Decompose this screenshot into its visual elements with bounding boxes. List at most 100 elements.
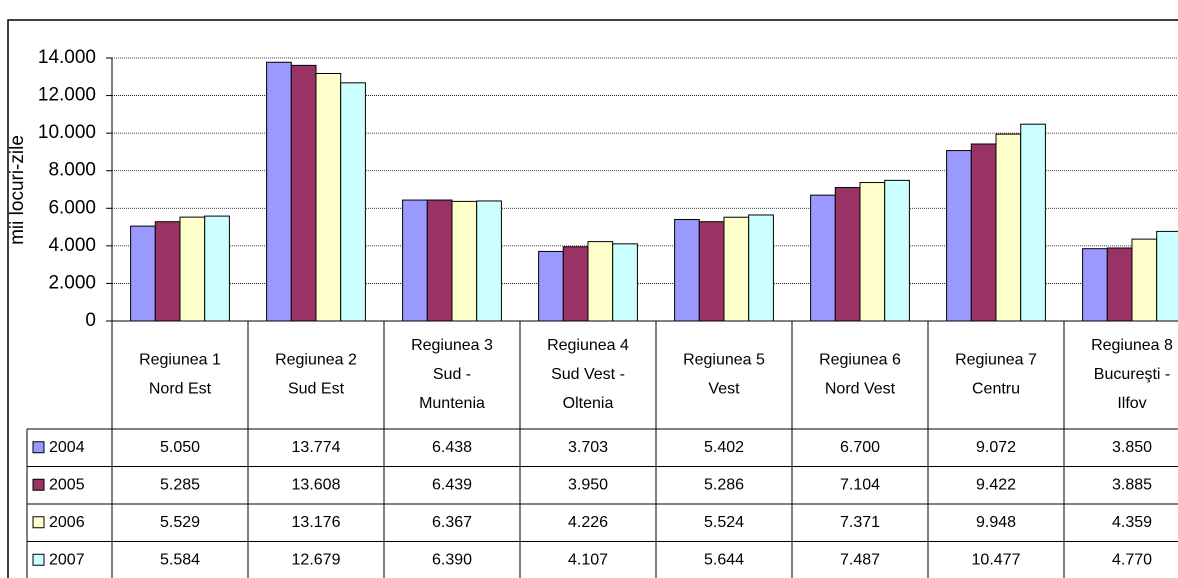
- bar: [179, 216, 206, 322]
- bar: [1082, 248, 1108, 322]
- y-tick-label: 2.000: [48, 272, 96, 293]
- table-value: 9.948: [976, 514, 1016, 531]
- bar: [612, 243, 638, 322]
- bar: [723, 216, 750, 322]
- table-value: 4.107: [568, 551, 608, 568]
- category-label: Vest: [708, 381, 740, 398]
- y-tick-label: 6.000: [48, 197, 96, 218]
- y-axis-label: mii locuri-zile: [7, 135, 28, 245]
- legend-label: 2005: [49, 476, 85, 493]
- bar: [587, 241, 614, 322]
- table-value: 13.608: [292, 476, 341, 493]
- bar: [315, 72, 342, 322]
- legend-swatch: [32, 478, 45, 491]
- table-value: 3.703: [568, 439, 608, 456]
- table-value: 13.176: [292, 514, 341, 531]
- y-tick-label: 4.000: [48, 235, 96, 256]
- bar: [204, 215, 230, 322]
- bar: [748, 214, 774, 322]
- table-value: 7.104: [840, 476, 880, 493]
- category-label: Nord Est: [149, 381, 212, 398]
- bar: [402, 199, 428, 322]
- table-value: 6.438: [432, 439, 472, 456]
- table-value: 7.371: [840, 514, 880, 531]
- bar: [1020, 123, 1046, 322]
- bar: [1131, 238, 1158, 322]
- table-value: 12.679: [292, 551, 341, 568]
- table-value: 7.487: [840, 551, 880, 568]
- table-value: 5.285: [160, 476, 200, 493]
- category-label: Regiunea 3: [411, 337, 493, 354]
- bar: [562, 246, 589, 322]
- category-label: Bucureşti -: [1094, 366, 1170, 383]
- category-label: Sud Est: [288, 381, 345, 398]
- bar: [884, 179, 910, 322]
- table-value: 5.584: [160, 551, 200, 568]
- table-value: 5.644: [704, 551, 744, 568]
- bar: [130, 225, 156, 322]
- category-label: Regiunea 8: [1091, 337, 1173, 354]
- y-tick-label: 8.000: [48, 160, 96, 181]
- bar: [1156, 230, 1178, 322]
- category-label: Centru: [972, 381, 1020, 398]
- table-value: 6.700: [840, 439, 880, 456]
- legend-swatch: [32, 516, 45, 529]
- bar: [290, 64, 317, 322]
- bar: [451, 200, 478, 322]
- category-label: Regiunea 2: [275, 352, 357, 369]
- bar: [154, 221, 181, 322]
- category-label: Sud -: [433, 366, 471, 383]
- category-label: Sud Vest -: [551, 366, 625, 383]
- table-value: 10.477: [972, 551, 1021, 568]
- y-tick-label: 10.000: [38, 122, 96, 143]
- legend-swatch: [32, 553, 45, 566]
- y-tick-label: 12.000: [38, 85, 96, 106]
- bar: [1106, 247, 1133, 322]
- chart-border: [7, 19, 1178, 578]
- category-label: Nord Vest: [825, 381, 896, 398]
- bar: [946, 150, 972, 322]
- table-value: 6.390: [432, 551, 472, 568]
- table-value: 4.226: [568, 514, 608, 531]
- table-value: 9.422: [976, 476, 1016, 493]
- bar: [538, 250, 564, 322]
- table-value: 5.529: [160, 514, 200, 531]
- category-label: Regiunea 6: [819, 352, 901, 369]
- category-label: Regiunea 5: [683, 352, 765, 369]
- table-value: 3.885: [1112, 476, 1152, 493]
- table-value: 9.072: [976, 439, 1016, 456]
- bar: [810, 194, 836, 322]
- table-value: 3.850: [1112, 439, 1152, 456]
- bar: [266, 61, 292, 322]
- category-label: Oltenia: [563, 395, 614, 412]
- legend-label: 2004: [49, 439, 85, 456]
- table-value: 4.359: [1112, 514, 1152, 531]
- table-value: 6.367: [432, 514, 472, 531]
- legend-label: 2006: [49, 514, 85, 531]
- table-value: 5.050: [160, 439, 200, 456]
- legend-label: 2007: [49, 551, 85, 568]
- y-tick-label: 0: [85, 310, 96, 331]
- bar: [674, 219, 700, 322]
- bar: [426, 199, 453, 322]
- table-value: 5.524: [704, 514, 744, 531]
- table-value: 5.402: [704, 439, 744, 456]
- category-label: Ilfov: [1117, 395, 1146, 412]
- bar: [995, 133, 1022, 322]
- category-label: Regiunea 4: [547, 337, 629, 354]
- category-label: Regiunea 7: [955, 352, 1037, 369]
- table-value: 4.770: [1112, 551, 1152, 568]
- category-label: Muntenia: [419, 395, 485, 412]
- table-value: 3.950: [568, 476, 608, 493]
- bar: [859, 182, 886, 322]
- bar: [834, 187, 861, 322]
- bar: [970, 143, 997, 322]
- category-label: Regiunea 1: [139, 352, 221, 369]
- legend-swatch: [32, 441, 45, 454]
- bar: [698, 221, 725, 322]
- table-value: 5.286: [704, 476, 744, 493]
- bar: [340, 82, 366, 322]
- table-value: 6.439: [432, 476, 472, 493]
